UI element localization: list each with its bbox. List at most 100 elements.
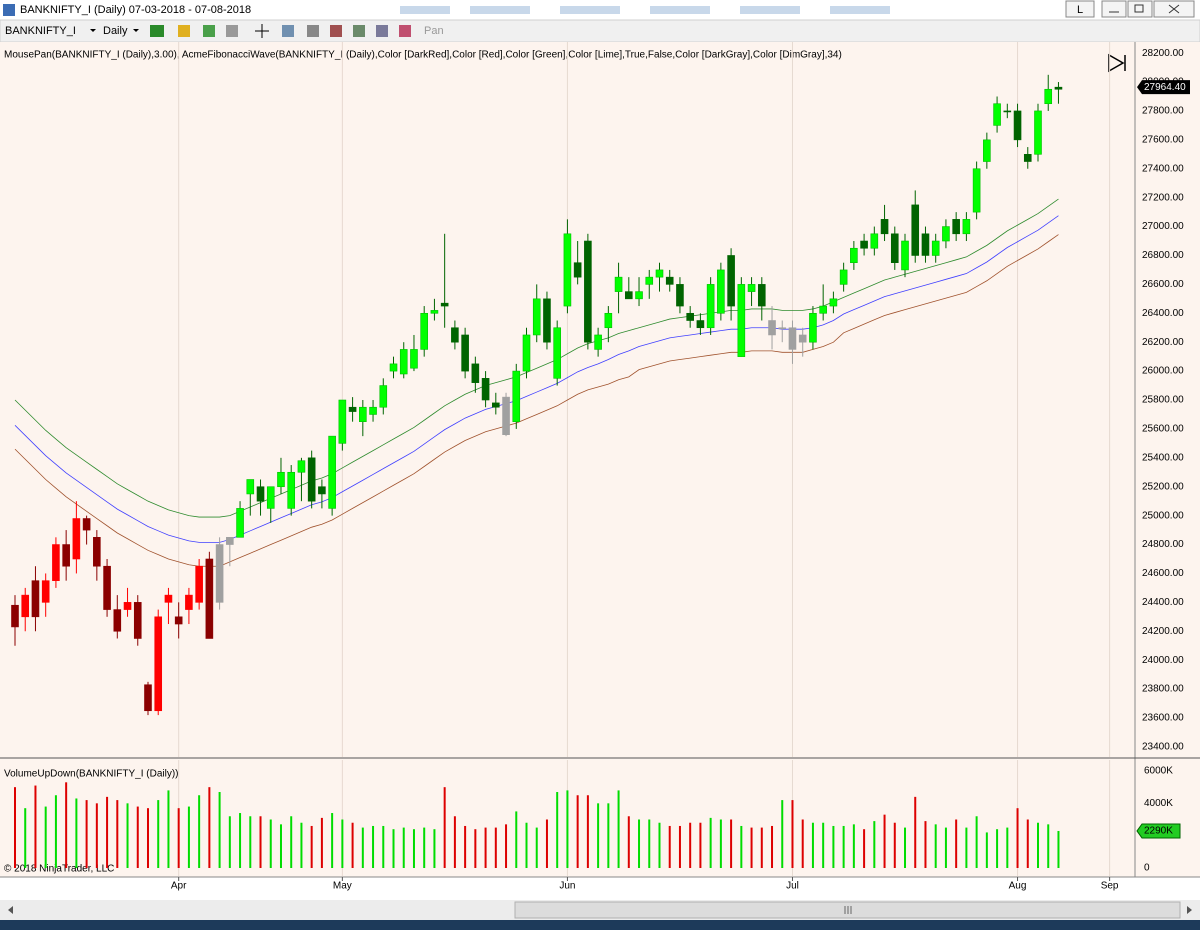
app-icon xyxy=(3,4,15,16)
candle-body xyxy=(676,284,684,307)
candle-body xyxy=(256,486,265,502)
candle-body xyxy=(624,291,633,300)
candle-body xyxy=(890,233,899,264)
volume-bar xyxy=(239,813,242,868)
y-tick-label: 26600.00 xyxy=(1142,279,1184,290)
pan-button[interactable]: Pan xyxy=(424,25,444,37)
dropdown-arrow[interactable] xyxy=(90,29,96,32)
candle-body xyxy=(983,139,991,162)
candle-body xyxy=(962,219,971,235)
indicator-line xyxy=(14,198,1059,518)
volume-bar xyxy=(310,825,313,868)
taskbar xyxy=(0,920,1200,930)
volume-bar xyxy=(484,827,487,868)
volume-bar xyxy=(709,817,712,868)
candle-body xyxy=(1044,88,1053,105)
volume-bar xyxy=(341,819,344,868)
y-tick-label: 27200.00 xyxy=(1142,192,1184,203)
window-title: BANKNIFTY_I (Daily) 07-03-2018 - 07-08-2… xyxy=(20,4,251,16)
volume-bar xyxy=(985,832,988,868)
volume-bar xyxy=(372,825,375,868)
link-button-label[interactable]: L xyxy=(1077,4,1083,16)
candle-body xyxy=(451,327,459,343)
candle-body xyxy=(778,327,787,330)
candle-body xyxy=(369,406,377,415)
candle-body xyxy=(52,544,60,581)
toolbar-icons[interactable] xyxy=(150,24,411,38)
volume-bar xyxy=(453,816,456,868)
volume-bar xyxy=(924,821,927,868)
candle-body xyxy=(1013,110,1022,141)
candle-body xyxy=(399,349,408,375)
volume-bar xyxy=(269,819,272,868)
volume-bar xyxy=(1057,830,1060,868)
volume-bar xyxy=(996,829,999,868)
volume-bar xyxy=(740,825,743,868)
volume-bar xyxy=(433,829,436,868)
volume-bar xyxy=(801,819,804,868)
candle-body xyxy=(420,312,429,350)
volume-bar xyxy=(402,827,405,868)
volume-bar xyxy=(126,803,129,868)
volume-bar xyxy=(443,787,446,868)
candle-body xyxy=(942,226,950,242)
volume-bar xyxy=(791,800,794,868)
indicator-line xyxy=(14,215,1059,543)
volume-bar xyxy=(750,827,753,868)
volume-bar xyxy=(464,825,467,868)
scroll-grip xyxy=(844,906,852,914)
volume-bar xyxy=(85,800,88,868)
volume-bar xyxy=(556,792,559,868)
last-volume-pointer xyxy=(1136,823,1181,839)
candle-body xyxy=(532,298,541,336)
volume-bar xyxy=(781,800,784,868)
candle-body xyxy=(696,320,705,329)
volume-bar xyxy=(852,824,855,868)
x-tick-label: Jun xyxy=(559,881,575,892)
link-button[interactable] xyxy=(1065,0,1095,18)
candle-body xyxy=(880,219,889,235)
candle-body xyxy=(307,457,316,502)
volume-bar xyxy=(218,792,221,868)
candle-body xyxy=(277,471,285,488)
interval-selector[interactable]: Daily xyxy=(103,25,128,37)
volume-bar xyxy=(535,827,538,868)
candle-body xyxy=(318,486,326,495)
window-controls[interactable] xyxy=(1101,0,1195,18)
candle-body xyxy=(93,537,101,567)
volume-bar xyxy=(1047,824,1050,868)
volume-bar xyxy=(760,827,763,868)
y-tick-label: 26400.00 xyxy=(1142,308,1184,319)
candle-body xyxy=(952,219,960,235)
candle-body xyxy=(31,580,40,618)
candle-body xyxy=(492,402,500,408)
candle-body xyxy=(604,312,613,329)
y-tick-label: 0 xyxy=(1144,863,1150,874)
instrument-selector[interactable]: BANKNIFTY_I xyxy=(5,25,76,37)
volume-bar xyxy=(689,822,692,868)
y-tick-label: 27800.00 xyxy=(1142,106,1184,117)
volume-bar xyxy=(668,825,671,868)
candle-body xyxy=(819,305,827,314)
volume-bar xyxy=(382,825,385,868)
candle-body xyxy=(502,396,510,435)
candle-body xyxy=(154,616,163,712)
volume-bar xyxy=(863,829,866,868)
candle-body xyxy=(164,594,173,603)
candle-body xyxy=(747,284,756,292)
volume-bar xyxy=(208,787,211,868)
volume-bar xyxy=(1016,808,1019,868)
scroll-to-end-icon[interactable] xyxy=(1108,53,1126,73)
candle-body xyxy=(706,284,715,329)
volume-bar xyxy=(505,824,508,868)
volume-bar xyxy=(730,819,733,868)
volume-bar xyxy=(116,800,119,868)
candle-body xyxy=(338,399,347,444)
volume-bar xyxy=(249,816,252,868)
volume-bar xyxy=(975,816,978,868)
candle-body xyxy=(798,334,807,343)
chart-background xyxy=(0,42,1200,877)
y-tick-label: 24600.00 xyxy=(1142,568,1184,579)
y-tick-label: 27400.00 xyxy=(1142,163,1184,174)
dropdown-arrow[interactable] xyxy=(133,29,139,32)
